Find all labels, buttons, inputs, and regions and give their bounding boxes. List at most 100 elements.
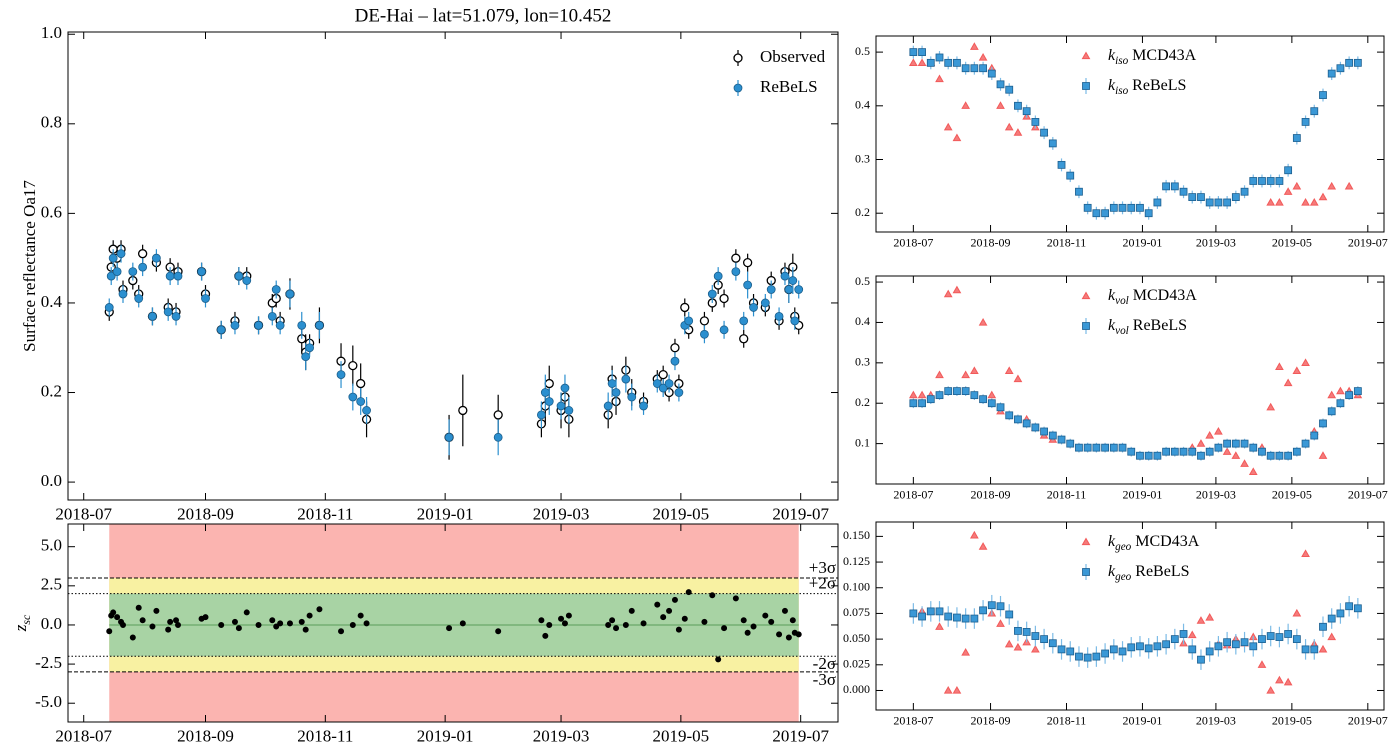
legend-marker: [733, 83, 743, 93]
circle-marker: [153, 607, 160, 614]
circle-marker: [536, 410, 546, 420]
triangle-marker: [961, 647, 971, 656]
triangle-marker: [1240, 459, 1249, 467]
circle-marker: [201, 294, 210, 303]
triangle-marker: [961, 101, 971, 109]
square-marker: [987, 601, 996, 610]
square-marker: [1205, 198, 1214, 207]
y-tick-label: 0.150: [843, 528, 870, 542]
square-marker: [996, 80, 1005, 89]
triangle-marker: [1301, 358, 1310, 366]
legend-label: ReBeLS: [760, 77, 818, 96]
square-marker: [1197, 451, 1205, 460]
square-marker: [944, 58, 953, 67]
circle-marker: [740, 617, 747, 624]
circle-marker: [348, 392, 358, 402]
triangle-marker: [1292, 608, 1302, 617]
y-tick-label: 1.0: [41, 23, 62, 42]
square-marker: [1214, 642, 1223, 651]
triangle-marker: [952, 685, 962, 694]
circle-marker: [243, 609, 250, 616]
triangle-marker: [1283, 677, 1293, 686]
square-marker: [1284, 166, 1293, 175]
y-tick-label: 0.0: [41, 471, 62, 490]
square-marker: [1162, 182, 1171, 191]
legend-marker: [1081, 51, 1091, 60]
square-marker: [1040, 427, 1048, 436]
circle-marker: [565, 612, 572, 619]
square-marker: [1231, 640, 1240, 649]
square-marker: [1118, 203, 1127, 212]
circle-marker: [174, 621, 181, 628]
triangle-marker: [943, 685, 953, 694]
circle-marker: [603, 401, 613, 411]
circle-marker: [316, 606, 323, 613]
x-tick-label: 2019-07: [772, 505, 829, 524]
triangle-marker: [1344, 181, 1354, 190]
triangle-marker: [935, 622, 944, 630]
circle-marker: [628, 607, 635, 614]
circle-marker: [627, 392, 637, 402]
triangle-marker: [1214, 426, 1223, 435]
square-marker: [961, 64, 970, 73]
square-marker: [1249, 177, 1258, 185]
triangle-marker: [1205, 431, 1215, 439]
y-tick-label: 0.4: [855, 98, 870, 112]
square-marker: [1301, 439, 1310, 448]
x-tick-label: 2019-01: [1122, 235, 1162, 249]
circle-marker: [731, 267, 741, 276]
square-marker: [1005, 411, 1014, 420]
square-marker: [970, 64, 979, 73]
square-marker: [1214, 443, 1223, 452]
circle-marker: [788, 276, 798, 285]
square-marker: [1353, 387, 1362, 396]
y-tick-label: 0.4: [855, 314, 870, 328]
circle-marker: [356, 397, 366, 406]
triangle-marker: [970, 366, 979, 375]
square-marker: [1327, 407, 1336, 416]
circle-marker: [173, 271, 183, 281]
triangle-marker: [908, 390, 918, 399]
circle-marker: [139, 617, 146, 624]
circle-marker: [709, 592, 716, 599]
circle-marker: [789, 617, 796, 624]
square-marker: [926, 607, 935, 616]
square-marker: [935, 607, 944, 616]
triangle-marker: [1327, 632, 1337, 641]
circle-marker: [134, 294, 144, 303]
circle-marker: [202, 614, 209, 621]
y-tick-label: 0.3: [855, 355, 870, 369]
legend-label: Observed: [760, 47, 826, 66]
circle-marker: [197, 267, 206, 276]
circle-marker: [277, 620, 284, 627]
circle-marker: [538, 617, 545, 624]
x-tick-label: 2019-07: [1348, 235, 1388, 249]
x-tick-label: 2019-07: [772, 727, 829, 746]
legend-label: kgeo MCD43A: [1108, 533, 1200, 553]
circle-marker: [106, 271, 116, 281]
circle-marker: [338, 628, 345, 635]
y-tick-label: 0.075: [843, 605, 870, 619]
triangle-marker: [1187, 630, 1197, 639]
square-marker: [1048, 639, 1057, 648]
square-marker: [1258, 635, 1266, 644]
square-marker: [1353, 604, 1362, 613]
circle-marker: [719, 325, 729, 335]
x-tick-label: 2019-03: [1196, 487, 1236, 501]
square-marker: [909, 399, 918, 408]
triangle-marker: [1004, 639, 1014, 648]
square-marker: [1188, 645, 1197, 654]
square-marker: [1057, 645, 1066, 654]
x-tick-label: 2018-07: [893, 713, 933, 727]
square-marker: [1275, 451, 1284, 460]
circle-marker: [356, 378, 366, 389]
triangle-marker: [935, 74, 944, 83]
frame: [875, 275, 1385, 485]
square-marker: [1336, 64, 1345, 73]
chart-title: DE-Hai – lat=51.079, lon=10.452: [355, 5, 612, 26]
circle-marker: [349, 621, 356, 628]
circle-marker: [544, 378, 554, 389]
square-marker: [1101, 209, 1109, 218]
square-marker: [1179, 630, 1188, 638]
